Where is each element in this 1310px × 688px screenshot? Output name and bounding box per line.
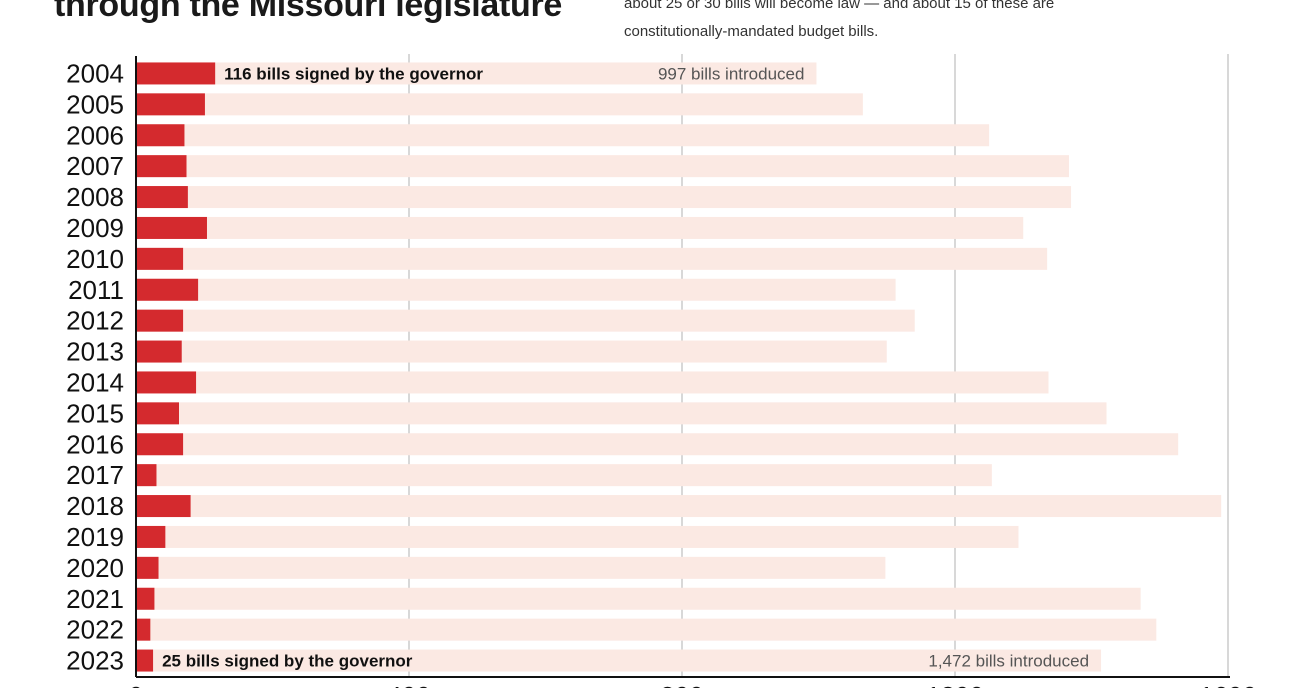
y-tick-label: 2022 (66, 615, 124, 645)
introduced-bar (136, 216, 1024, 239)
signed-bar (136, 464, 157, 487)
introduced-bar (136, 340, 887, 363)
signed-bar (136, 371, 197, 394)
introduced-bar (136, 525, 1019, 548)
y-tick-label: 2005 (66, 89, 124, 119)
signed-bar (136, 278, 199, 301)
signed-annotation: 25 bills signed by the governor (162, 652, 413, 671)
signed-annotation: 116 bills signed by the governor (224, 64, 483, 83)
signed-bar (136, 649, 154, 672)
introduced-bar (136, 433, 1179, 456)
signed-bar (136, 340, 182, 363)
signed-bar (136, 556, 159, 579)
y-tick-label: 2023 (66, 646, 124, 676)
signed-bar (136, 525, 166, 548)
x-tick-label: 1600 (1199, 681, 1257, 688)
y-tick-label: 2006 (66, 120, 124, 150)
subtitle-line: about 25 or 30 bills will become law — a… (624, 0, 1055, 12)
y-tick-label: 2011 (68, 275, 124, 305)
y-tick-label: 2010 (66, 244, 124, 274)
signed-bar (136, 186, 188, 209)
introduced-bar (136, 155, 1069, 178)
signed-bar (136, 124, 185, 147)
signed-bar (136, 62, 216, 85)
signed-bar (136, 402, 179, 425)
x-tick-label: 0 (129, 681, 143, 688)
introduced-bar (136, 309, 915, 332)
y-tick-label: 2016 (66, 429, 124, 459)
introduced-bar (136, 587, 1141, 610)
y-tick-label: 2021 (66, 584, 124, 614)
y-tick-label: 2019 (66, 522, 124, 552)
introduced-annotation: 1,472 bills introduced (928, 652, 1089, 671)
signed-bar (136, 309, 184, 332)
signed-bar (136, 155, 187, 178)
introduced-bar (136, 247, 1048, 270)
y-tick-label: 2012 (66, 306, 124, 336)
signed-bar (136, 247, 184, 270)
introduced-bar (136, 464, 992, 487)
y-tick-label: 2009 (66, 213, 124, 243)
introduced-bar (136, 402, 1107, 425)
introduced-annotation: 997 bills introduced (658, 64, 804, 83)
introduced-bar (136, 649, 1102, 672)
chart-title: through the Missouri legislature (54, 0, 563, 24)
signed-bar (136, 495, 191, 518)
signed-bar (136, 433, 184, 456)
introduced-bar (136, 62, 817, 85)
y-tick-label: 2013 (66, 337, 124, 367)
y-tick-label: 2015 (66, 398, 124, 428)
introduced-bar (136, 556, 886, 579)
y-tick-label: 2020 (66, 553, 124, 583)
introduced-bar (136, 93, 863, 116)
x-tick-label: 400 (387, 681, 430, 688)
y-tick-label: 2018 (66, 491, 124, 521)
signed-bar (136, 587, 155, 610)
introduced-bar (136, 278, 896, 301)
signed-bar (136, 93, 205, 116)
subtitle-line: constitutionally-mandated budget bills. (624, 23, 879, 40)
introduced-bar (136, 495, 1222, 518)
introduced-bar (136, 124, 990, 147)
introduced-bar (136, 618, 1157, 641)
introduced-bar (136, 371, 1049, 394)
chart-subtitle: about 25 or 30 bills will become law — a… (624, 0, 1224, 46)
signed-bar (136, 618, 151, 641)
introduced-bar (136, 186, 1072, 209)
x-tick-label: 800 (660, 681, 703, 688)
y-tick-label: 2014 (66, 367, 124, 397)
y-tick-label: 2007 (66, 151, 124, 181)
y-tick-label: 2017 (66, 460, 124, 490)
x-tick-label: 1200 (926, 681, 984, 688)
y-tick-label: 2008 (66, 182, 124, 212)
signed-bar (136, 216, 207, 239)
y-tick-label: 2004 (66, 58, 124, 88)
